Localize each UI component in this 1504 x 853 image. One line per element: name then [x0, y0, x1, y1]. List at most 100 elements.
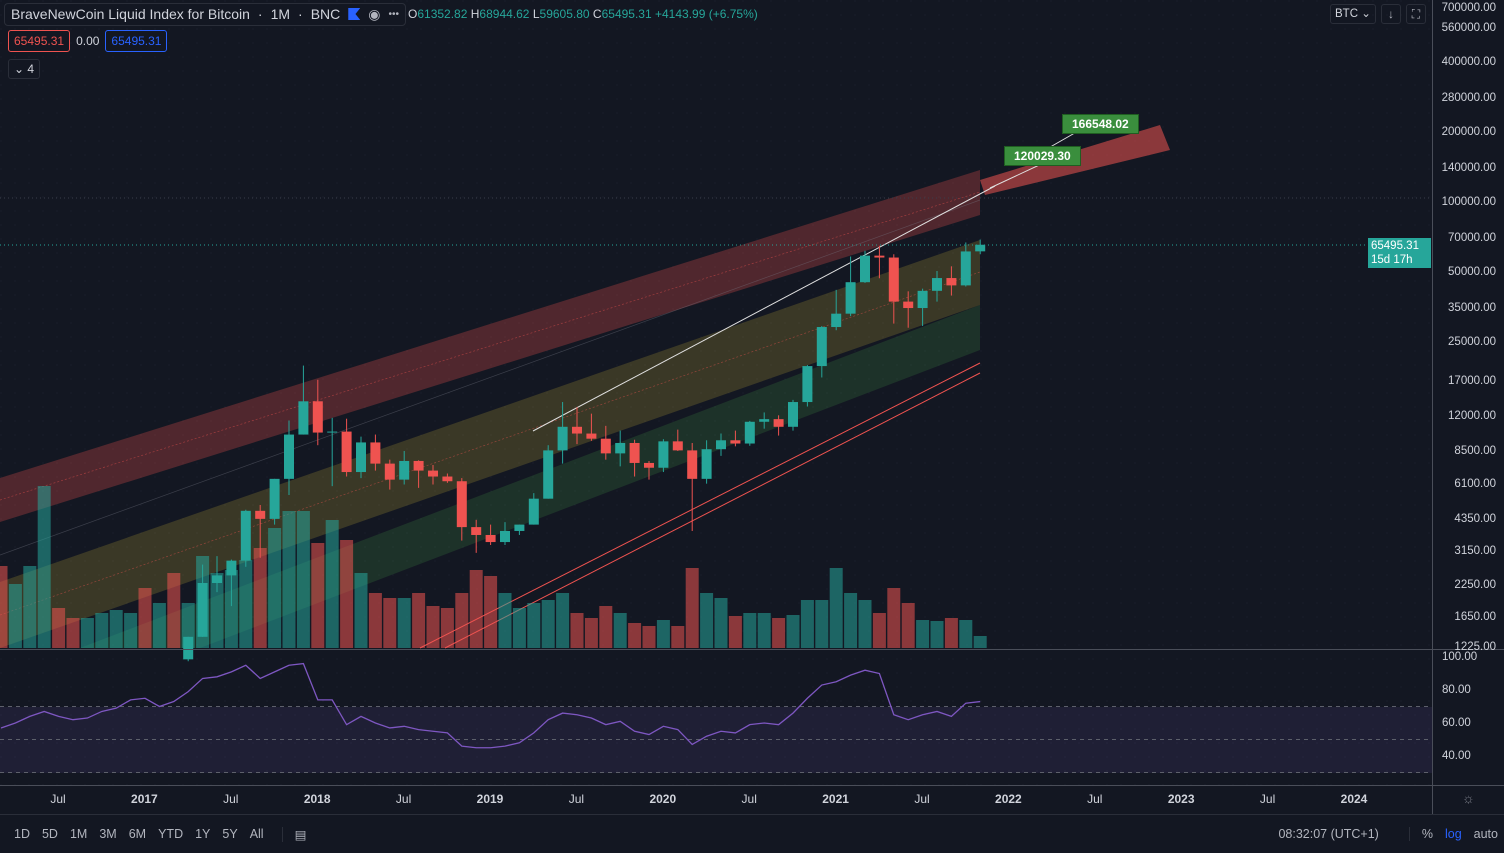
separator: ·	[298, 6, 303, 22]
volume-bar	[124, 613, 138, 648]
volume-bar	[37, 486, 51, 648]
candle-body	[327, 431, 338, 433]
candle-body	[528, 498, 539, 525]
volume-bar	[239, 560, 253, 648]
support-line[interactable]	[444, 372, 981, 649]
volume-bar	[383, 598, 397, 648]
support-line[interactable]	[419, 362, 981, 649]
time-axis-label: 2021	[822, 792, 849, 806]
collapse-indicators-button[interactable]: ⌄ 4	[8, 59, 41, 79]
candle-body	[960, 251, 971, 286]
candle-body	[759, 419, 770, 422]
time-axis-label: 2017	[131, 792, 158, 806]
rsi-axis-label: 60.00	[1442, 717, 1471, 729]
rsi-axis-label: 100.00	[1442, 651, 1478, 663]
volume-bar	[700, 593, 714, 648]
indicator-values: 65495.31 0.00 65495.31	[8, 30, 168, 52]
candle-body	[773, 419, 784, 427]
volume-bar	[325, 520, 339, 648]
candle-body	[356, 442, 366, 473]
volume-bar	[858, 600, 872, 648]
range-button-ytd[interactable]: YTD	[158, 827, 184, 841]
volume-bar	[642, 626, 656, 648]
candle-body	[917, 290, 928, 309]
settings-gear-icon[interactable]: ☼	[1462, 790, 1475, 806]
flag-icon[interactable]	[348, 8, 361, 20]
volume-bar	[311, 543, 325, 648]
candle-body	[399, 460, 410, 480]
target-label-1[interactable]: 120029.30	[1004, 146, 1081, 166]
volume-bar	[80, 618, 94, 648]
open-value: 61352.82	[417, 7, 468, 21]
volume-bars	[0, 486, 987, 648]
volume-bar	[570, 613, 584, 648]
candle-body	[874, 255, 885, 258]
volume-bar	[268, 528, 282, 648]
time-axis-label: Jul	[1087, 792, 1103, 806]
eye-icon[interactable]: ◉	[368, 5, 381, 22]
time-axis-label: Jul	[50, 792, 66, 806]
volume-bar	[498, 593, 512, 648]
volume-bar	[66, 618, 80, 648]
volume-bar	[556, 593, 570, 648]
volume-bar	[829, 568, 843, 648]
clock-time[interactable]: 08:32:07 (UTC+1)	[1278, 827, 1379, 841]
price-axis-label: 140000.00	[1441, 162, 1496, 175]
rsi-levels	[0, 706, 1432, 773]
candle-body	[572, 426, 582, 434]
volume-bar	[930, 621, 944, 648]
volume-bar	[800, 600, 814, 648]
volume-bar	[455, 593, 469, 648]
candle-body	[240, 510, 251, 561]
volume-bar	[901, 603, 915, 648]
log-toggle[interactable]: log	[1444, 827, 1462, 841]
candle-body	[197, 582, 208, 637]
volume-bar	[959, 620, 973, 648]
candle-body	[284, 434, 294, 479]
chevron-down-icon: ⌄	[14, 62, 28, 76]
fullscreen-button[interactable]: ⛶	[1406, 4, 1426, 24]
volume-bar	[714, 598, 728, 648]
candle-body	[831, 313, 842, 328]
download-button[interactable]: ↓	[1381, 4, 1401, 24]
volume-bar	[484, 576, 498, 648]
range-button-all[interactable]: All	[249, 827, 264, 841]
indicator-value-red[interactable]: 65495.31	[8, 30, 71, 52]
range-button-6m[interactable]: 6M	[128, 827, 147, 841]
price-axis-label: 1225.00	[1454, 640, 1496, 653]
more-icon[interactable]: •••	[388, 8, 399, 20]
range-button-5d[interactable]: 5D	[41, 827, 58, 841]
percent-toggle[interactable]: %	[1408, 827, 1433, 841]
target-label-2[interactable]: 166548.02	[1062, 114, 1139, 134]
volume-bar	[23, 566, 37, 648]
range-button-3m[interactable]: 3M	[99, 827, 117, 841]
time-axis-label: 2019	[476, 792, 504, 806]
range-button-1d[interactable]: 1D	[14, 827, 30, 841]
range-button-5y[interactable]: 5Y	[222, 827, 238, 841]
trend-line[interactable]	[532, 185, 996, 432]
volume-bar	[628, 623, 642, 648]
symbol-title[interactable]: BraveNewCoin Liquid Index for Bitcoin · …	[4, 2, 406, 26]
candle-body	[471, 527, 482, 535]
volume-bar	[253, 548, 267, 648]
rsi-axis-label: 40.00	[1442, 750, 1471, 762]
separator: ·	[257, 6, 263, 22]
candle-body	[370, 442, 381, 464]
range-button-1m[interactable]: 1M	[69, 827, 88, 841]
price-axis-label: 25000.00	[1448, 336, 1496, 349]
indicator-value-blue[interactable]: 65495.31	[105, 30, 168, 52]
volume-bar	[354, 573, 368, 648]
chart-canvas[interactable]	[0, 0, 1504, 814]
volume-bar	[973, 636, 987, 648]
price-axis-label: 200000.00	[1441, 125, 1496, 138]
time-axis-label: 2020	[649, 792, 677, 806]
price-axis-label: 17000.00	[1448, 374, 1496, 387]
currency-select[interactable]: BTC ⌄	[1330, 4, 1376, 24]
auto-toggle[interactable]: auto	[1473, 827, 1498, 841]
range-button-1y[interactable]: 1Y	[195, 827, 211, 841]
date-range-icon[interactable]: ▤	[281, 826, 306, 842]
high-value: 68944.62	[479, 7, 530, 21]
candle-body	[341, 431, 352, 473]
range-buttons: 1D 5D 1M 3M 6M YTD 1Y 5Y All	[14, 827, 264, 841]
price-axis-label: 6100.00	[1454, 478, 1496, 491]
